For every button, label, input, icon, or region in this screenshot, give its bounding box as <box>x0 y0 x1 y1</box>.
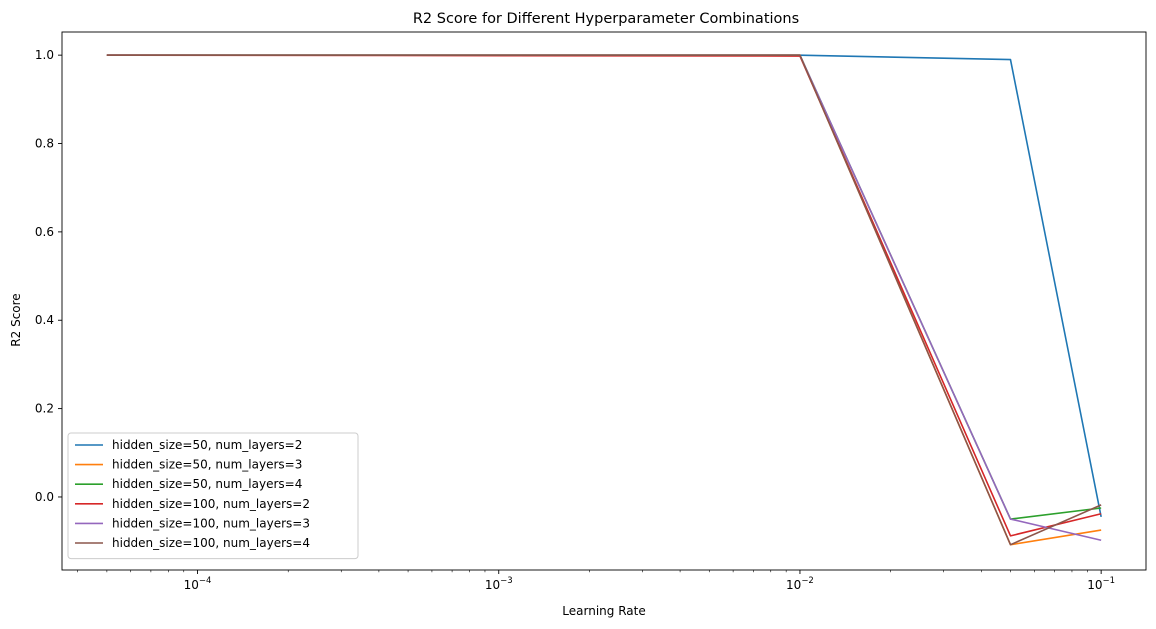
legend-label-3: hidden_size=50, num_layers=4 <box>112 477 302 491</box>
x-axis-title: Learning Rate <box>562 604 645 618</box>
legend-label-5: hidden_size=100, num_layers=3 <box>112 516 310 530</box>
x-tick-label: 10−2 <box>786 576 814 592</box>
y-tick-label: 0.6 <box>35 225 54 239</box>
axes: 0.0 0.2 0.4 0.6 0.8 1.0 10−4 10−3 10−2 10−1 <box>35 31 1147 592</box>
legend-label-4: hidden_size=100, num_layers=2 <box>112 497 310 511</box>
x-tick-label: 10−1 <box>1087 576 1115 592</box>
y-tick-label: 1.0 <box>35 48 54 62</box>
legend-label-1: hidden_size=50, num_layers=2 <box>112 438 302 452</box>
y-tick-label: 0.8 <box>35 137 54 151</box>
legend-box <box>67 432 359 560</box>
series-line-6 <box>106 54 1102 546</box>
y-axis-title: R2 Score <box>9 293 23 346</box>
y-tick-label: 0.4 <box>35 313 54 327</box>
legend: hidden_size=50, num_layers=2 hidden_size=… <box>67 432 359 560</box>
legend-label-2: hidden_size=50, num_layers=3 <box>112 458 302 472</box>
legend-label-6: hidden_size=100, num_layers=4 <box>112 536 310 550</box>
plot-area <box>106 54 1102 546</box>
y-tick-label: 0.2 <box>35 402 54 416</box>
plot-frame <box>61 31 1147 571</box>
x-tick-label: 10−3 <box>485 576 513 592</box>
chart-title: R2 Score for Different Hyperparameter Co… <box>413 11 799 27</box>
x-tick-label: 10−4 <box>184 576 212 592</box>
y-tick-label: 0.0 <box>35 490 54 504</box>
